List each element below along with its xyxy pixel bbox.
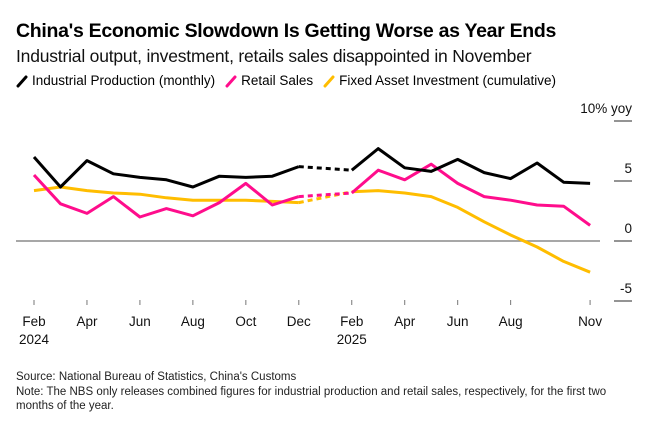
y-tick-label: 10% yoy (580, 101, 632, 116)
y-axis: 10% yoy 5 0 -5 (580, 101, 632, 302)
series-group (32, 147, 591, 274)
legend-swatch-industrial-production (16, 75, 28, 87)
chart-subtitle: Industrial output, investment, retails s… (16, 46, 532, 66)
x-tick-label: Apr (76, 314, 98, 329)
series-line-industrial-production-monthly (350, 147, 591, 185)
x-tick-label: Nov (578, 314, 602, 329)
legend-label: Fixed Asset Investment (cumulative) (339, 73, 556, 88)
series-dashed-line-industrial-production-monthly (298, 165, 352, 172)
x-tick-label: Jun (447, 314, 469, 329)
legend-label: Industrial Production (monthly) (32, 73, 216, 88)
legend-label: Retail Sales (241, 73, 314, 88)
legend-swatch-retail-sales (225, 75, 237, 87)
x-tick-label: Dec (287, 314, 311, 329)
x-tick-year-label: 2024 (19, 332, 50, 347)
legend: Industrial Production (monthly) Retail S… (16, 73, 556, 88)
series-fixed-asset-investment-cumulative (33, 185, 591, 274)
legend-swatch-fixed-asset-investment (323, 75, 335, 87)
series-line-industrial-production-monthly (32, 156, 300, 189)
legend-item-fixed-asset-investment: Fixed Asset Investment (cumulative) (323, 73, 556, 88)
x-tick-label: Feb (22, 314, 45, 329)
series-line-retail-sales (350, 162, 591, 227)
y-tick-label: -5 (620, 281, 632, 296)
x-tick-label: Apr (394, 314, 416, 329)
y-tick-label: 0 (624, 221, 632, 236)
x-tick-label: Aug (181, 314, 205, 329)
series-line-fixed-asset-investment-cumulative (351, 189, 591, 274)
line-chart: Feb 2024 Apr Jun Aug Oct Dec Feb 2025 Apr Jun Aug No… (16, 101, 632, 347)
chart-title: China's Economic Slowdown Is Getting Wor… (16, 20, 557, 42)
x-axis: Feb 2024 Apr Jun Aug Oct Dec Feb 2025 Apr Jun Aug No… (19, 300, 602, 347)
legend-item-retail-sales: Retail Sales (225, 73, 313, 88)
x-tick-year-label: 2025 (337, 332, 367, 347)
source-note: Source: National Bureau of Statistics, C… (16, 371, 297, 383)
series-dashed-line-fixed-asset-investment-cumulative (298, 190, 353, 205)
series-line-retail-sales (32, 173, 300, 219)
x-tick-label: Aug (499, 314, 523, 329)
series-industrial-production-monthly (32, 147, 591, 189)
series-retail-sales (32, 162, 591, 227)
footer: Source: National Bureau of Statistics, C… (16, 370, 636, 414)
methodology-note: Note: The NBS only releases combined fig… (16, 385, 607, 413)
series-line-fixed-asset-investment-cumulative (33, 185, 299, 205)
x-tick-label: Jun (129, 314, 151, 329)
legend-item-industrial-production: Industrial Production (monthly) (16, 73, 215, 88)
x-tick-label: Feb (340, 314, 363, 329)
y-tick-label: 5 (624, 161, 632, 176)
x-tick-label: Oct (235, 314, 256, 329)
